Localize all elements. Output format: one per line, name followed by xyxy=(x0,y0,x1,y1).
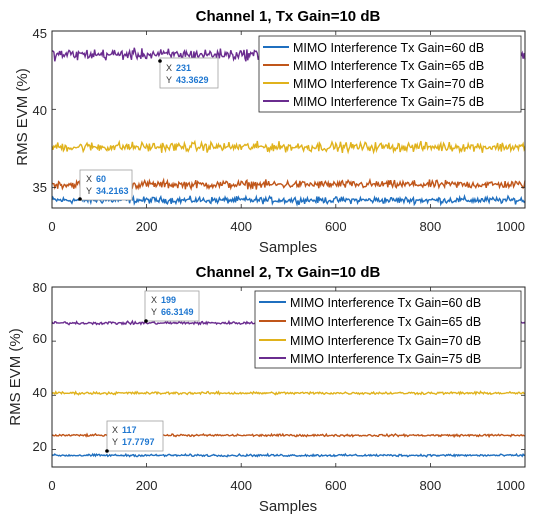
x-tick-label: 200 xyxy=(136,478,158,493)
datatip-x-label: X xyxy=(166,63,172,73)
x-tick-label: 800 xyxy=(420,219,442,234)
series-line xyxy=(51,390,525,396)
legend: MIMO Interference Tx Gain=60 dB MIMO Int… xyxy=(258,35,522,113)
y-axis-label: RMS EVM (%) xyxy=(7,328,24,426)
datatip-x-label: X xyxy=(86,174,92,184)
datatip-box xyxy=(144,290,200,322)
chart-channel-1: Channel 1, Tx Gain=10 dB Samples RMS EVM… xyxy=(14,8,526,256)
y-tick-label: 80 xyxy=(33,280,47,295)
datatip-x-label: X xyxy=(151,295,157,305)
axes-box xyxy=(51,286,526,468)
datatip-marker xyxy=(105,449,109,453)
x-tick-label: 0 xyxy=(48,478,55,493)
chart-title: Channel 2, Tx Gain=10 dB xyxy=(196,264,381,281)
legend-box xyxy=(258,35,522,113)
datatip[interactable]: X 60 Y 34.2163 xyxy=(78,169,133,201)
datatip-y-label: Y xyxy=(86,186,92,196)
x-axis-label: Samples xyxy=(259,498,317,515)
tick-marks xyxy=(51,30,526,208)
chart-title: Channel 1, Tx Gain=10 dB xyxy=(196,8,381,25)
legend-entry: MIMO Interference Tx Gain=75 dB xyxy=(290,352,481,366)
datatip[interactable]: X 199 Y 66.3149 xyxy=(144,290,200,323)
datatip-box xyxy=(106,420,164,452)
datatip-marker xyxy=(78,197,82,201)
y-tick-label: 45 xyxy=(33,26,47,41)
x-tick-label: 1000 xyxy=(496,219,525,234)
x-tick-label: 0 xyxy=(48,219,55,234)
legend-entry: MIMO Interference Tx Gain=65 dB xyxy=(293,59,484,73)
datatip[interactable]: X 231 Y 43.3629 xyxy=(158,57,219,89)
datatip-y-value: 17.7797 xyxy=(122,437,155,447)
datatip-x-value: 60 xyxy=(96,174,106,184)
x-tick-label: 400 xyxy=(230,478,252,493)
series-line xyxy=(51,139,526,155)
y-tick-label: 35 xyxy=(33,180,47,195)
datatip-y-value: 34.2163 xyxy=(96,186,129,196)
datatip-x-value: 231 xyxy=(176,63,191,73)
x-axis-label: Samples xyxy=(259,239,317,256)
datatip-x-value: 117 xyxy=(122,425,137,435)
x-tick-label: 400 xyxy=(230,219,252,234)
datatip[interactable]: X 117 Y 17.7797 xyxy=(105,420,164,453)
axes-box xyxy=(51,30,526,209)
datatip-x-label: X xyxy=(112,425,118,435)
x-tick-label: 600 xyxy=(325,219,347,234)
tick-marks xyxy=(51,286,526,467)
datatip-marker xyxy=(144,319,148,323)
datatip-y-value: 66.3149 xyxy=(161,307,194,317)
datatip-marker xyxy=(158,59,162,63)
series-line xyxy=(51,452,526,458)
x-tick-label: 800 xyxy=(420,478,442,493)
y-tick-labels: 35 40 45 xyxy=(33,26,47,195)
datatip-y-label: Y xyxy=(151,307,157,317)
legend-box xyxy=(254,290,522,369)
datatip-y-label: Y xyxy=(166,75,172,85)
legend-entry: MIMO Interference Tx Gain=65 dB xyxy=(290,315,481,329)
y-tick-label: 20 xyxy=(33,439,47,454)
legend-entry: MIMO Interference Tx Gain=70 dB xyxy=(290,334,481,348)
legend-entry: MIMO Interference Tx Gain=60 dB xyxy=(293,41,484,55)
y-tick-labels: 20 40 60 80 xyxy=(33,280,47,454)
datatip-x-value: 199 xyxy=(161,295,176,305)
datatip-y-label: Y xyxy=(112,437,118,447)
y-tick-label: 40 xyxy=(33,385,47,400)
x-tick-labels: 0 200 400 600 800 1000 xyxy=(48,219,525,234)
x-tick-label: 1000 xyxy=(496,478,525,493)
datatip-y-value: 43.3629 xyxy=(176,75,209,85)
legend-entry: MIMO Interference Tx Gain=70 dB xyxy=(293,77,484,91)
x-tick-label: 600 xyxy=(325,478,347,493)
legend-entry: MIMO Interference Tx Gain=60 dB xyxy=(290,296,481,310)
y-tick-label: 40 xyxy=(33,103,47,118)
datatip-box xyxy=(79,169,133,201)
x-tick-label: 200 xyxy=(136,219,158,234)
legend-entry: MIMO Interference Tx Gain=75 dB xyxy=(293,95,484,109)
x-tick-labels: 0 200 400 600 800 1000 xyxy=(48,478,525,493)
y-axis-label: RMS EVM (%) xyxy=(14,68,31,166)
datatip-box xyxy=(159,57,219,89)
legend: MIMO Interference Tx Gain=60 dB MIMO Int… xyxy=(254,290,522,369)
chart-channel-2: Channel 2, Tx Gain=10 dB Samples RMS EVM… xyxy=(7,264,526,515)
y-tick-label: 60 xyxy=(33,331,47,346)
